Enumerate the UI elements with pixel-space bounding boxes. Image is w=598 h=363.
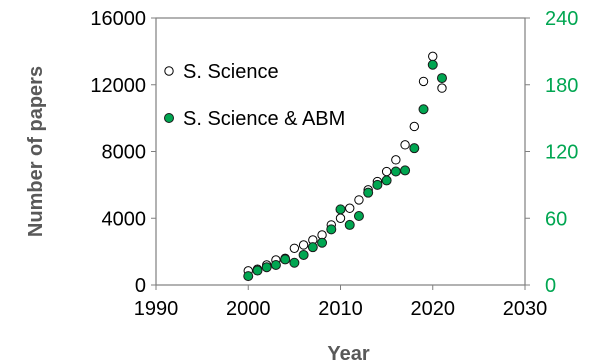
data-point-s-science [437,83,447,93]
data-point-s-science-abm [252,265,263,276]
data-point-s-science [345,203,355,213]
data-point-s-science-abm [390,166,401,177]
data-point-s-science-abm [243,271,254,282]
x-tick-label: 2010 [318,298,363,320]
data-point-s-science-abm [326,224,337,235]
data-point-s-science-abm [298,249,309,260]
plot-area [155,17,526,286]
y-tick-label: 12000 [90,75,146,97]
data-point-s-science [354,195,364,205]
data-point-s-science-abm [280,254,291,265]
data-point-s-science-abm [307,242,318,253]
x-tick-label: 2030 [503,298,548,320]
data-point-s-science-abm [409,143,420,154]
y-axis-title: Number of papers [25,66,47,237]
data-point-s-science [400,140,410,150]
x-axis: 1990 2000 2010 2020 2030 [134,285,548,320]
data-point-s-science [418,76,429,87]
legend-label-s-science-abm: S. Science & ABM [183,108,345,130]
legend-label-s-science: S. Science [183,61,279,83]
series-s-science-abm [243,59,447,282]
data-point-s-science-abm [344,219,355,230]
x-tick-label: 2020 [411,298,456,320]
data-point-s-science-abm [261,262,272,273]
right-y-axis: 0 60 120 180 240 [525,8,578,297]
y-tick-label: 16000 [90,8,146,30]
data-point-s-science-abm [270,259,281,270]
y-tick-label: 8000 [102,142,147,164]
data-point-s-science-abm [427,59,438,70]
x-axis-title: Year [327,343,369,363]
legend: S. Science S. Science & ABM [164,61,345,130]
y2-tick-label: 0 [545,275,556,297]
data-point-s-science-abm [317,237,328,248]
plot-border [155,17,526,286]
y-tick-label: 4000 [102,208,147,230]
data-point-s-science [428,51,438,62]
legend-marker-s-science-abm [164,113,174,123]
y2-tick-label: 60 [545,208,567,230]
data-point-s-science [381,166,392,177]
legend-marker-s-science [164,66,174,76]
data-point-s-science [298,240,309,250]
data-point-s-science-abm [372,179,383,190]
data-point-s-science [335,213,346,223]
y-tick-label: 0 [135,275,146,297]
y2-tick-label: 120 [545,142,578,164]
data-point-s-science-abm [436,73,447,84]
series-s-science [243,51,447,276]
y2-tick-label: 240 [545,8,578,30]
data-point-s-science-abm [418,104,429,115]
y2-tick-label: 180 [545,75,578,97]
data-point-s-science [289,243,300,253]
x-tick-label: 1990 [134,298,179,320]
data-point-s-science-abm [289,257,300,268]
data-point-s-science-abm [335,204,346,215]
data-point-s-science-abm [353,211,364,222]
data-point-s-science [391,155,401,165]
x-tick-label: 2000 [226,298,271,320]
data-point-s-science-abm [400,165,411,176]
left-y-axis: 0 4000 8000 12000 16000 [90,8,156,297]
data-point-s-science-abm [363,187,374,198]
data-point-s-science-abm [381,175,392,186]
data-point-s-science [409,121,419,132]
